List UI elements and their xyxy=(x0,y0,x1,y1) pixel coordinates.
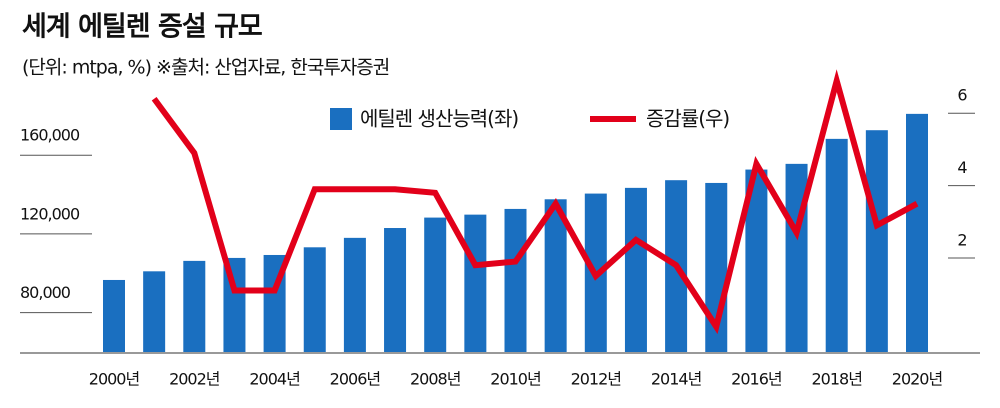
x-tick-label: 2004년 xyxy=(249,370,300,389)
bar xyxy=(464,214,487,352)
y-tick-label: 160,000 xyxy=(20,126,80,145)
y2-tick-label: 4 xyxy=(957,158,967,177)
bar xyxy=(183,260,206,352)
y-tick-label: 80,000 xyxy=(20,283,71,302)
bar xyxy=(544,199,567,352)
chart-subtitle: (단위: mtpa, %) ※출처: 산업자료, 한국투자증권 xyxy=(22,57,389,79)
chart-title: 세계 에틸렌 증설 규모 xyxy=(22,12,262,43)
x-tick-label: 2020년 xyxy=(892,370,943,389)
bar xyxy=(103,279,125,352)
bar xyxy=(865,130,888,352)
bar xyxy=(504,208,527,352)
bar xyxy=(745,169,768,352)
bar xyxy=(424,217,447,352)
legend-label: 에틸렌 생산능력(좌) xyxy=(360,107,518,131)
x-tick-label: 2012년 xyxy=(571,370,622,389)
x-tick-label: 2016년 xyxy=(731,370,782,389)
line xyxy=(151,69,919,335)
x-tick-label: 2018년 xyxy=(811,370,862,389)
x-tick-label: 2002년 xyxy=(169,370,220,389)
bar xyxy=(143,271,166,352)
legend-swatch xyxy=(330,108,352,130)
bar xyxy=(624,187,647,352)
bar xyxy=(384,228,407,352)
legend-label: 증감률(우) xyxy=(646,107,729,131)
bar xyxy=(343,237,366,352)
x-tick-label: 2006년 xyxy=(330,370,381,389)
bar xyxy=(906,113,928,352)
x-tick-label: 2000년 xyxy=(89,370,140,389)
bar xyxy=(303,247,326,352)
x-tick-label: 2014년 xyxy=(651,370,702,389)
x-tick-label: 2010년 xyxy=(490,370,541,389)
x-tick-label: 2008년 xyxy=(410,370,461,389)
bar xyxy=(825,138,848,352)
y-tick-label: 120,000 xyxy=(20,204,80,223)
y2-tick-label: 6 xyxy=(957,86,967,105)
y2-tick-label: 2 xyxy=(957,230,966,249)
